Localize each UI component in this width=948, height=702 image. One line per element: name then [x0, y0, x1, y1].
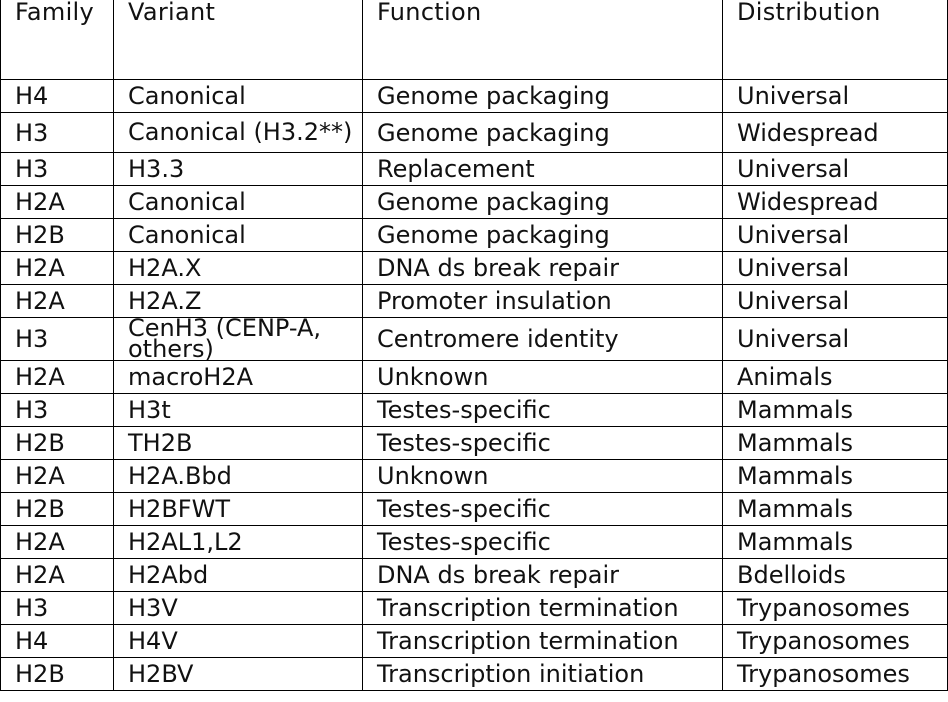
- cell-function: Transcription termination: [362, 591, 723, 625]
- cell-distribution: Mammals: [722, 393, 948, 427]
- cell-family: H3: [0, 112, 114, 153]
- cell-function: Testes-specific: [362, 525, 723, 559]
- cell-distribution: Bdelloids: [722, 558, 948, 592]
- cell-variant: Canonical: [113, 79, 363, 113]
- cell-variant: macroH2A: [113, 360, 363, 394]
- cell-distribution: Universal: [722, 79, 948, 113]
- cell-family: H2A: [0, 459, 114, 493]
- cell-distribution: Trypanosomes: [722, 624, 948, 658]
- cell-variant: H4V: [113, 624, 363, 658]
- cell-variant: Canonical: [113, 218, 363, 252]
- cell-distribution: Universal: [722, 284, 948, 318]
- table-row: H2A macroH2A Unknown Animals: [0, 360, 948, 394]
- cell-distribution: Widespread: [722, 185, 948, 219]
- table-row: H4 Canonical Genome packaging Universal: [0, 79, 948, 113]
- header-variant: Variant: [113, 0, 363, 80]
- cell-function: Genome packaging: [362, 185, 723, 219]
- cell-variant: H3.3: [113, 152, 363, 186]
- cell-function: Testes-specific: [362, 426, 723, 460]
- table-row: H2A H2Abd DNA ds break repair Bdelloids: [0, 558, 948, 592]
- cell-function: Genome packaging: [362, 218, 723, 252]
- cell-distribution: Universal: [722, 218, 948, 252]
- table-row: H2A H2AL1,L2 Testes-specific Mammals: [0, 525, 948, 559]
- cell-distribution: Animals: [722, 360, 948, 394]
- cell-function: DNA ds break repair: [362, 251, 723, 285]
- cell-family: H4: [0, 79, 114, 113]
- table-row: H2B H2BFWT Testes-specific Mammals: [0, 492, 948, 526]
- table-row: H2B H2BV Transcription initiation Trypan…: [0, 657, 948, 691]
- cell-distribution: Mammals: [722, 459, 948, 493]
- cell-distribution: Mammals: [722, 426, 948, 460]
- cell-distribution: Widespread: [722, 112, 948, 153]
- cell-family: H2A: [0, 558, 114, 592]
- cell-function: Unknown: [362, 459, 723, 493]
- cell-distribution: Universal: [722, 251, 948, 285]
- cell-variant: TH2B: [113, 426, 363, 460]
- cell-variant: H2BV: [113, 657, 363, 691]
- table-row: H3 CenH3 (CENP-A, others) Centromere ide…: [0, 317, 948, 361]
- cell-function: Promoter insulation: [362, 284, 723, 318]
- cell-variant: H2AL1,L2: [113, 525, 363, 559]
- cell-function: Centromere identity: [362, 317, 723, 361]
- cell-family: H2B: [0, 492, 114, 526]
- cell-family: H2B: [0, 426, 114, 460]
- cell-family: H2A: [0, 185, 114, 219]
- cell-variant: H2BFWT: [113, 492, 363, 526]
- cell-distribution: Trypanosomes: [722, 591, 948, 625]
- table-row: H3 Canonical (H3.2**) Genome packaging W…: [0, 112, 948, 153]
- cell-family: H3: [0, 393, 114, 427]
- cell-family: H2B: [0, 218, 114, 252]
- cell-distribution: Mammals: [722, 492, 948, 526]
- cell-family: H2A: [0, 284, 114, 318]
- cell-variant: H3V: [113, 591, 363, 625]
- header-row: Family Variant Function Distribution: [0, 0, 948, 80]
- cell-family: H3: [0, 591, 114, 625]
- cell-variant: H3t: [113, 393, 363, 427]
- table-row: H3 H3V Transcription termination Trypano…: [0, 591, 948, 625]
- table-row: H2A H2A.X DNA ds break repair Universal: [0, 251, 948, 285]
- header-function: Function: [362, 0, 723, 80]
- cell-family: H3: [0, 317, 114, 361]
- cell-family: H2A: [0, 360, 114, 394]
- cell-function: DNA ds break repair: [362, 558, 723, 592]
- table-row: H2A H2A.Bbd Unknown Mammals: [0, 459, 948, 493]
- table-row: H3 H3.3 Replacement Universal: [0, 152, 948, 186]
- cell-family: H2A: [0, 525, 114, 559]
- table-row: H2A Canonical Genome packaging Widesprea…: [0, 185, 948, 219]
- cell-family: H2A: [0, 251, 114, 285]
- cell-function: Genome packaging: [362, 79, 723, 113]
- table-row: H4 H4V Transcription termination Trypano…: [0, 624, 948, 658]
- cell-distribution: Universal: [722, 317, 948, 361]
- cell-function: Genome packaging: [362, 112, 723, 153]
- cell-distribution: Universal: [722, 152, 948, 186]
- cell-function: Testes-specific: [362, 393, 723, 427]
- cell-family: H2B: [0, 657, 114, 691]
- cell-function: Transcription termination: [362, 624, 723, 658]
- cell-distribution: Trypanosomes: [722, 657, 948, 691]
- cell-variant: H2A.Bbd: [113, 459, 363, 493]
- cell-family: H4: [0, 624, 114, 658]
- cell-variant: CenH3 (CENP-A, others): [113, 317, 363, 361]
- cell-function: Transcription initiation: [362, 657, 723, 691]
- header-family: Family: [0, 0, 114, 80]
- cell-function: Replacement: [362, 152, 723, 186]
- table-row: H2B TH2B Testes-specific Mammals: [0, 426, 948, 460]
- cell-family: H3: [0, 152, 114, 186]
- header-distribution: Distribution: [722, 0, 948, 80]
- table-row: H2A H2A.Z Promoter insulation Universal: [0, 284, 948, 318]
- table-row: H3 H3t Testes-specific Mammals: [0, 393, 948, 427]
- cell-variant: H2Abd: [113, 558, 363, 592]
- cell-function: Unknown: [362, 360, 723, 394]
- cell-variant: Canonical: [113, 185, 363, 219]
- cell-variant: H2A.X: [113, 251, 363, 285]
- cell-variant: Canonical (H3.2**): [113, 112, 363, 153]
- table-row: H2B Canonical Genome packaging Universal: [0, 218, 948, 252]
- cell-distribution: Mammals: [722, 525, 948, 559]
- cell-variant: H2A.Z: [113, 284, 363, 318]
- cell-function: Testes-specific: [362, 492, 723, 526]
